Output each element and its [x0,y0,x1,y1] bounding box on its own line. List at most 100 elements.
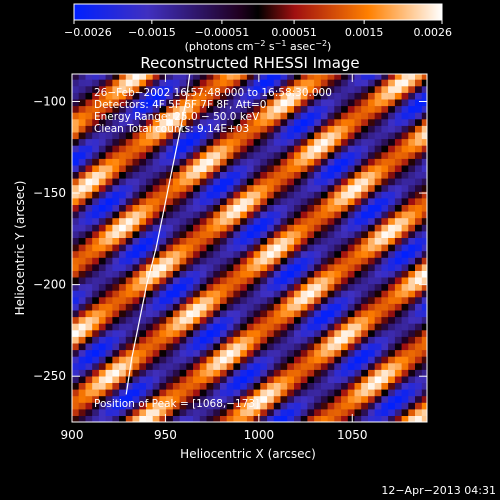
heatmap-cell [226,178,234,186]
heatmap-cell [294,408,302,416]
heatmap-cell [347,85,356,93]
heatmap-cell [374,329,382,337]
heatmap-cell [112,263,120,271]
heatmap-cell [267,342,275,351]
heatmap-cell [300,349,308,357]
heatmap-cell [72,224,80,232]
heatmap-cell [206,79,214,87]
heatmap-cell [152,336,160,344]
heatmap-cell [179,250,187,258]
heatmap-cell [159,237,167,245]
heatmap-cell [166,85,174,93]
heatmap-cell [273,171,282,179]
heatmap-cell [421,98,427,107]
heatmap-cell [327,336,335,344]
heatmap-cell [72,171,80,179]
heatmap-cell [72,230,80,238]
heatmap-cell [381,79,389,87]
heatmap-cell [233,415,241,422]
heatmap-cell [179,211,187,219]
heatmap-cell [354,138,362,146]
heatmap-cell [206,158,214,166]
heatmap-cell [287,92,295,100]
heatmap-cell [347,145,356,153]
heatmap-cell [233,79,241,87]
heatmap-cell [152,230,160,238]
heatmap-cell [166,74,174,80]
heatmap-cell [415,105,423,113]
heatmap-cell [314,263,322,271]
heatmap-cell [139,151,147,159]
heatmap-cell [320,323,329,331]
heatmap-cell [213,309,221,318]
heatmap-cell [307,257,315,265]
heatmap-cell [240,375,248,383]
heatmap-cell [125,151,134,159]
heatmap-cell [206,276,214,285]
heatmap-cell [172,98,181,107]
heatmap-cell [226,276,234,285]
heatmap-cell [146,408,154,416]
heatmap-cell [78,158,86,166]
heatmap-cell [246,263,255,271]
heatmap-cell [119,263,127,271]
heatmap-cell [72,309,80,318]
heatmap-cell [220,224,228,232]
heatmap-cell [92,316,100,324]
heatmap-cell [112,178,120,186]
heatmap-cell [253,217,261,225]
heatmap-cell [421,197,427,205]
heatmap-cell [354,230,362,238]
heatmap-cell [92,375,100,383]
heatmap-cell [226,237,234,245]
heatmap-cell [415,178,423,186]
heatmap-cell [361,184,369,192]
heatmap-cell [368,145,376,153]
heatmap-cell [220,309,228,318]
heatmap-cell [233,151,241,159]
heatmap-cell [240,145,248,153]
heatmap-cell [361,296,369,304]
heatmap-cell [374,250,382,258]
heatmap-cell [186,283,194,291]
heatmap-cell [246,217,255,225]
heatmap-cell [240,276,248,285]
heatmap-cell [320,164,329,172]
heatmap-cell [314,395,322,403]
heatmap-cell [152,171,160,179]
heatmap-cell [199,204,208,212]
heatmap-cell [206,323,214,331]
heatmap-cell [347,257,356,265]
heatmap-cell [98,356,107,364]
heatmap-cell [199,74,208,80]
heatmap-cell [381,125,389,133]
heatmap-cell [394,98,403,107]
heatmap-cell [226,98,234,107]
heatmap-cell [92,362,100,370]
heatmap-cell [78,263,86,271]
heatmap-cell [401,263,409,271]
heatmap-cell [314,237,322,245]
heatmap-cell [320,74,329,80]
heatmap-cell [119,112,127,120]
heatmap-cell [361,270,369,278]
heatmap-cell [92,415,100,422]
heatmap-cell [347,296,356,304]
heatmap-cell [314,224,322,232]
heatmap-cell [233,402,241,410]
heatmap-cell [374,408,382,416]
heatmap-cell [179,171,187,179]
heatmap-cell [341,250,349,258]
heatmap-cell [381,336,389,344]
heatmap-cell [334,178,342,186]
heatmap-cell [374,79,382,87]
heatmap-cell [361,224,369,232]
heatmap-cell [119,217,127,225]
heatmap-cell [246,296,255,304]
heatmap-cell [125,171,134,179]
heatmap-cell [119,98,127,107]
heatmap-cell [287,79,295,87]
heatmap-cell [280,323,288,331]
heatmap-cell [132,257,140,265]
heatmap-cell [78,329,86,337]
